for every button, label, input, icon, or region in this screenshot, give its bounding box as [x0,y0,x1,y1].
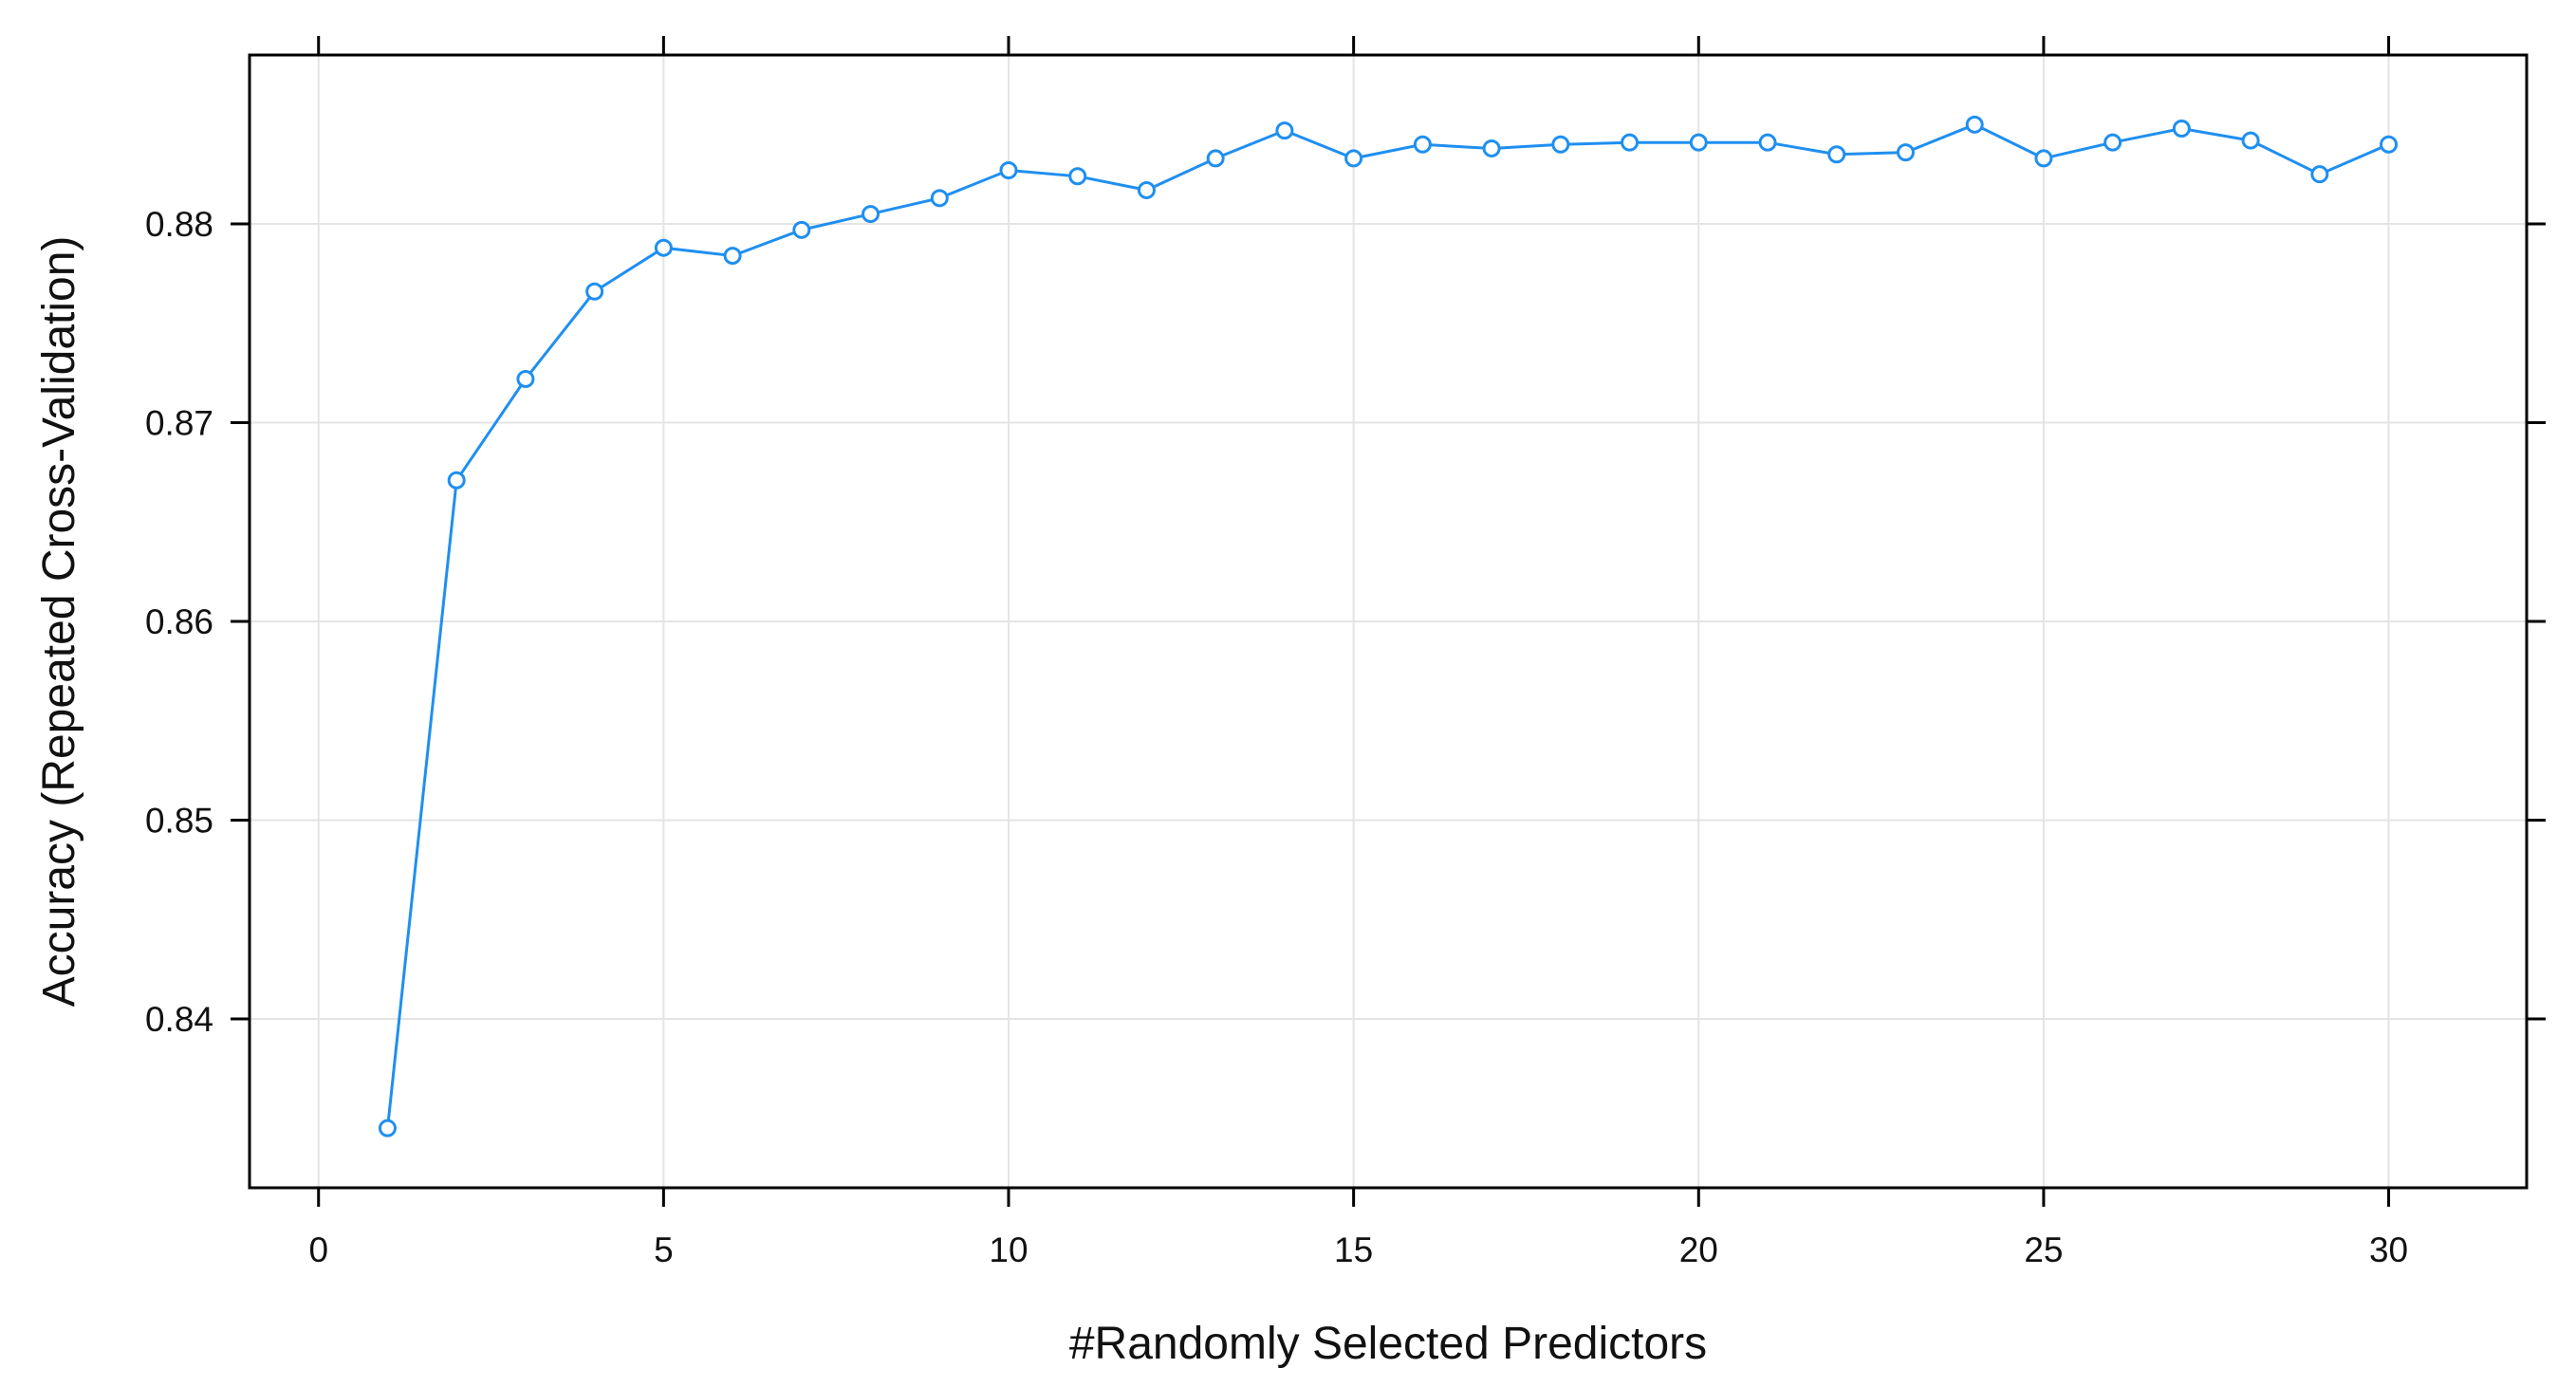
data-point [654,238,673,257]
y-tick-label: 0.85 [145,801,213,840]
y-tick-label: 0.87 [145,404,213,443]
x-tick-label: 15 [1334,1230,1373,1269]
y-tick-label: 0.84 [145,1000,213,1039]
y-tick-label: 0.88 [145,205,213,244]
data-point [792,220,811,239]
data-point [930,189,949,208]
data-point [1827,145,1846,164]
grid-lines [250,55,2527,1188]
data-point [2034,149,2053,168]
data-point [2172,120,2191,139]
x-tick-label: 0 [308,1230,328,1269]
data-point [516,369,535,388]
x-axis-title: #Randomly Selected Predictors [1069,1319,1707,1369]
data-point [585,282,604,301]
x-tick-label: 10 [989,1230,1028,1269]
data-point [1068,167,1087,186]
data-point [1758,133,1777,152]
x-tick-label: 30 [2369,1230,2408,1269]
data-point [999,160,1018,179]
x-tick-label: 5 [654,1230,674,1269]
data-point [2103,133,2122,152]
data-point [378,1119,397,1137]
data-point [1551,135,1570,154]
data-point [1206,149,1225,168]
data-point [1275,121,1294,140]
data-point [1137,180,1156,199]
data-point [1965,115,1984,134]
data-point [1896,143,1915,162]
y-axis-title: Accuracy (Repeated Cross-Validation) [34,236,84,1008]
data-point [1689,133,1708,152]
data-point [447,471,466,490]
data-series [378,115,2399,1137]
data-point [2310,165,2329,184]
y-tick-label: 0.86 [145,602,213,641]
axis-ticks [231,36,2546,1207]
data-point [862,205,880,224]
data-point [1482,139,1501,157]
data-point [1413,135,1432,154]
axis-tick-labels: 0 5 10 15 20 25 30 0.84 0.85 0.86 0.87 0.88 [145,205,2408,1269]
data-point [723,247,742,266]
series-line [386,122,2390,1129]
x-tick-label: 25 [2024,1230,2063,1269]
x-tick-label: 20 [1679,1230,1718,1269]
data-point [2241,131,2260,150]
data-point [1344,149,1363,168]
data-point [2380,135,2399,154]
data-point [1621,133,1640,152]
